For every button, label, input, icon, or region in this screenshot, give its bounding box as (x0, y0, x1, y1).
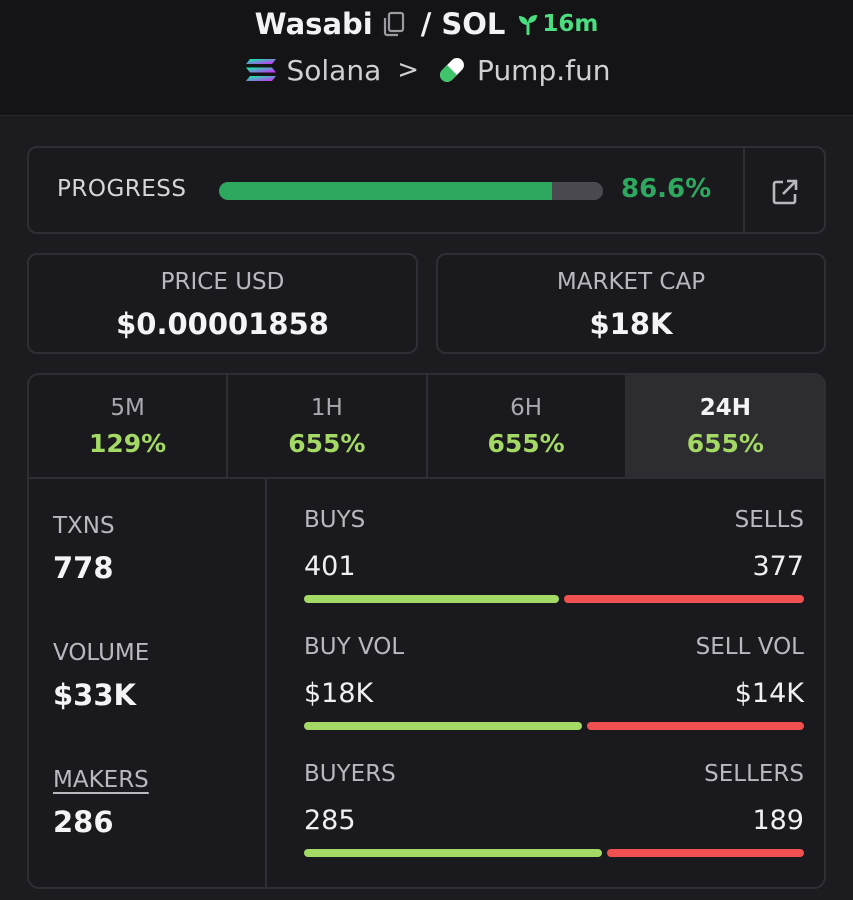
chain-breadcrumb: Solana > Pump.fun (0, 50, 853, 90)
timeframe-stats-panel: 5M 129% 1H 655% 6H 655% 24H 655% TXNS 77… (27, 373, 826, 889)
pair-separator: / (420, 7, 432, 41)
market-cap-card: MARKET CAP $18K (436, 253, 826, 354)
tab-label: 24H (699, 394, 751, 421)
external-link-icon (772, 179, 798, 205)
buys-sells-split: BUYS SELLS 401 377 (304, 479, 804, 603)
tab-price-change: 655% (487, 428, 565, 458)
txns-value: 778 (53, 551, 114, 585)
breadcrumb-chevron-icon: > (397, 55, 420, 85)
copy-icon[interactable] (381, 10, 407, 38)
divider (743, 148, 745, 232)
buys-sells-bar (304, 595, 804, 603)
buy-sell-column: BUYS SELLS 401 377 BUY VOL SELL VOL $18K… (304, 479, 804, 887)
tab-label: 1H (310, 394, 343, 421)
external-link-button[interactable] (767, 174, 803, 210)
bonding-progress-card: PROGRESS 86.6% (27, 146, 826, 234)
timeframe-tabs: 5M 129% 1H 655% 6H 655% 24H 655% (29, 375, 824, 479)
token-title-row: Wasabi / SOL 16m (0, 4, 853, 44)
txns-metric: TXNS 778 (53, 513, 115, 585)
price-usd-label: PRICE USD (160, 269, 285, 295)
makers-value: 286 (53, 805, 114, 839)
price-usd-value: $0.00001858 (116, 307, 329, 341)
buy-vol-label: BUY VOL (304, 634, 405, 660)
token-name: Wasabi (254, 7, 373, 41)
progress-percent: 86.6% (621, 174, 712, 204)
volume-metric: VOLUME $33K (53, 640, 149, 712)
tab-price-change: 129% (89, 428, 167, 458)
pair-age: 16m (517, 11, 598, 37)
makers-metric: MAKERS 286 (53, 767, 149, 839)
tab-24h[interactable]: 24H 655% (626, 375, 824, 477)
sprout-icon (519, 15, 538, 35)
progress-bar-fill (219, 182, 552, 200)
volume-label: VOLUME (53, 640, 150, 666)
tab-price-change: 655% (686, 428, 764, 458)
buy-sell-volume-split: BUY VOL SELL VOL $18K $14K (304, 606, 804, 730)
tab-6h[interactable]: 6H 655% (428, 375, 627, 477)
market-cap-label: MARKET CAP (556, 269, 706, 295)
sell-vol-value: $14K (734, 678, 804, 709)
buy-bar (304, 849, 602, 857)
buy-bar (304, 595, 559, 603)
sell-bar (606, 849, 804, 857)
pill-icon (440, 58, 464, 82)
tab-price-change: 655% (288, 428, 366, 458)
tab-label: 6H (510, 394, 543, 421)
progress-label: PROGRESS (57, 176, 187, 202)
chain-link[interactable]: Solana (286, 53, 382, 87)
dex-link[interactable]: Pump.fun (477, 53, 611, 87)
quote-token: SOL (441, 7, 506, 41)
buy-sell-volume-bar (304, 722, 804, 730)
sell-vol-label: SELL VOL (695, 634, 804, 660)
sells-value: 377 (752, 551, 804, 582)
tab-label: 5M (110, 394, 145, 421)
sellers-value: 189 (752, 805, 804, 836)
sellers-label: SELLERS (704, 761, 804, 787)
buys-label: BUYS (304, 507, 366, 533)
buyers-sellers-bar (304, 849, 804, 857)
buyers-value: 285 (304, 805, 356, 836)
tab-1h[interactable]: 1H 655% (228, 375, 428, 477)
market-cap-value: $18K (589, 307, 673, 341)
tab-5m[interactable]: 5M 129% (29, 375, 229, 477)
solana-logo-icon (245, 59, 276, 81)
txns-label: TXNS (53, 513, 115, 539)
token-header: Wasabi / SOL 16m (0, 0, 853, 116)
price-usd-card: PRICE USD $0.00001858 (27, 253, 418, 354)
progress-bar (219, 182, 603, 200)
sells-label: SELLS (734, 507, 804, 533)
buys-value: 401 (304, 551, 356, 582)
buy-bar (304, 722, 583, 730)
makers-label-link[interactable]: MAKERS (53, 767, 149, 793)
buy-vol-value: $18K (304, 678, 374, 709)
pair-age-value: 16m (542, 11, 599, 37)
buyers-label: BUYERS (304, 761, 396, 787)
volume-value: $33K (53, 678, 137, 712)
sell-bar (587, 722, 804, 730)
buyers-sellers-split: BUYERS SELLERS 285 189 (304, 733, 804, 857)
totals-column: TXNS 778 VOLUME $33K MAKERS 286 (29, 479, 267, 887)
sell-bar (563, 595, 804, 603)
